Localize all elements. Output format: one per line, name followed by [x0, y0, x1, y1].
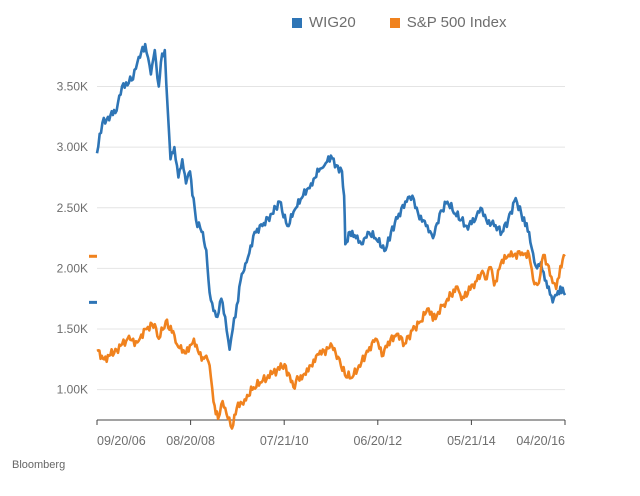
source-label: Bloomberg	[12, 459, 66, 471]
legend-item-sp500[interactable]: S&P 500 Index	[389, 14, 507, 31]
series-line-wig20	[95, 42, 567, 351]
y-tick-label: 1.50K	[57, 322, 88, 336]
series-lines	[95, 42, 567, 430]
y-axis-ticks: 1.00K 1.50K 2.00K 2.50K 3.00K 3.50K	[57, 80, 88, 397]
last-value-markers	[89, 254, 97, 304]
legend-label-sp500: S&P 500 Index	[406, 14, 507, 31]
x-tick-label: 05/21/14	[447, 434, 496, 448]
x-axis-ticks: 09/20/06 08/20/08 07/21/10 06/20/12 05/21/14…	[96, 420, 566, 448]
y-tick-label: 2.50K	[57, 201, 88, 215]
y-tick-label: 3.00K	[57, 140, 88, 154]
legend-item-wig20[interactable]: WIG20	[292, 14, 356, 31]
gridlines	[97, 86, 565, 391]
legend-swatch-wig20	[292, 17, 302, 28]
x-tick-label: 09/20/06	[97, 434, 146, 448]
y-tick-label: 2.00K	[57, 261, 88, 275]
chart-legend: WIG20 S&P 500 Index	[292, 14, 507, 31]
legend-swatch-sp500	[389, 17, 400, 28]
x-tick-label: 06/20/12	[353, 434, 402, 448]
legend-label-wig20: WIG20	[309, 14, 356, 31]
series-line-sp500	[96, 249, 566, 430]
y-tick-label: 1.00K	[57, 383, 88, 397]
x-tick-label: 08/20/08	[166, 434, 215, 448]
x-tick-label: 04/20/16	[516, 434, 565, 448]
x-tick-label: 07/21/10	[260, 434, 309, 448]
y-tick-label: 3.50K	[57, 80, 88, 94]
